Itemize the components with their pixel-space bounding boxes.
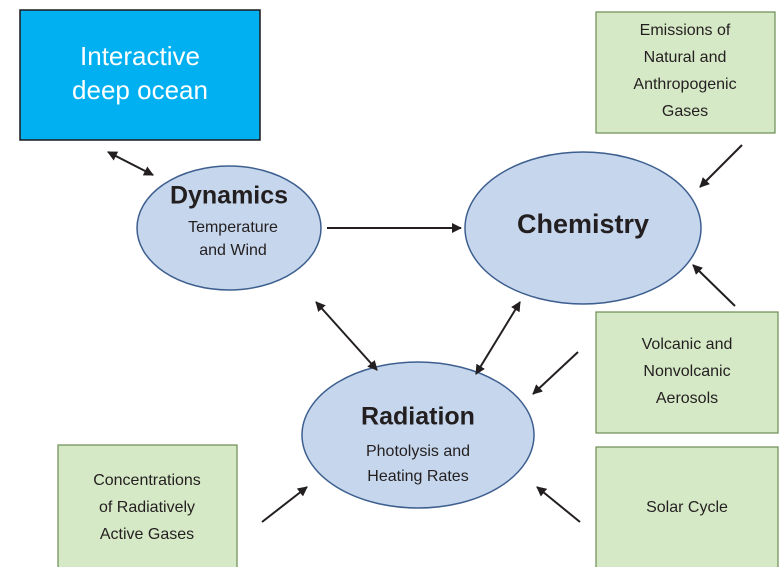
arrow bbox=[692, 264, 736, 307]
emissions-box bbox=[595, 11, 776, 134]
arrow bbox=[261, 486, 308, 523]
dynamics-node bbox=[136, 165, 322, 291]
arrow bbox=[532, 351, 579, 395]
box-label: Active Gases bbox=[100, 526, 194, 543]
ocean-box bbox=[19, 9, 261, 141]
box-label: of Radiatively bbox=[99, 499, 195, 516]
radiation-node bbox=[301, 361, 535, 509]
box-label: Natural and bbox=[644, 49, 727, 66]
box-label: Gases bbox=[662, 103, 708, 120]
box-label: Aerosols bbox=[656, 390, 718, 407]
solar-box bbox=[595, 446, 779, 567]
node-title: Radiation bbox=[361, 403, 475, 431]
arrow bbox=[107, 151, 154, 176]
box-label: Emissions of bbox=[640, 22, 731, 39]
box-label: Concentrations bbox=[93, 472, 201, 489]
ocean-label: deep ocean bbox=[72, 75, 208, 105]
concentrations-box bbox=[57, 444, 238, 567]
arrow bbox=[315, 301, 378, 371]
arrows bbox=[107, 144, 743, 523]
box-label: Anthropogenic bbox=[633, 76, 736, 93]
arrow bbox=[475, 301, 521, 375]
node-label: Heating Rates bbox=[367, 468, 468, 485]
arrow bbox=[699, 144, 743, 188]
arrow bbox=[536, 486, 581, 523]
ocean-label: Interactive bbox=[80, 41, 200, 71]
box-label: Volcanic and bbox=[642, 336, 733, 353]
chemistry-node bbox=[464, 151, 702, 305]
node-label: Temperature bbox=[188, 219, 278, 236]
volcanic-box bbox=[595, 311, 779, 434]
node-label: Photolysis and bbox=[366, 443, 470, 460]
node-label: and Wind bbox=[199, 242, 267, 259]
node-title: Dynamics bbox=[170, 182, 288, 210]
node-title: Chemistry bbox=[517, 209, 649, 239]
box-label: Solar Cycle bbox=[646, 499, 728, 516]
box-label: Nonvolcanic bbox=[643, 363, 730, 380]
